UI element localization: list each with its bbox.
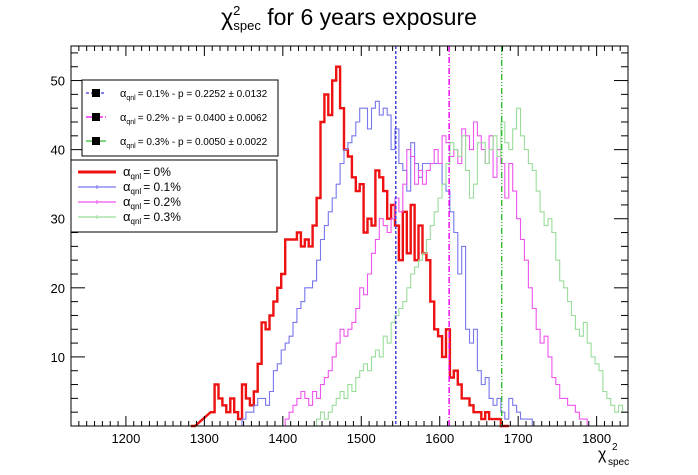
title-subscript: spec (233, 18, 261, 33)
series-legend-label-2: αqnl = 0.1% (123, 179, 181, 196)
y-tick-label: 40 (51, 143, 65, 158)
series-name: = 0% (143, 165, 171, 179)
pvalue-legend-box (81, 79, 279, 157)
alpha-symbol: α (120, 88, 127, 100)
y-tick-label: 10 (51, 350, 65, 365)
alpha-subscript: qnl (131, 187, 142, 196)
pvalue-legend-marker-1 (92, 89, 100, 97)
histogram-series-1 (191, 65, 509, 428)
alpha-subscript: qnl (126, 95, 136, 102)
pvalue-lines-group (395, 46, 503, 426)
series-name: = 0.3% (143, 210, 181, 224)
alpha-symbol: α (123, 194, 131, 209)
series-legend: αqnl = 0%αqnl = 0.1%αqnl = 0.2%αqnl = 0.3% (70, 159, 278, 233)
title-superscript: 2 (233, 3, 241, 18)
x-tick-label: 1500 (347, 431, 376, 446)
y-tick-label: 20 (51, 281, 65, 296)
series-legend-label-4: αqnl = 0.3% (123, 209, 181, 226)
chart-title: χ2spec for 6 years exposure (0, 3, 698, 33)
pvalue-legend-marker-2 (92, 113, 100, 121)
alpha-subscript: qnl (126, 119, 136, 126)
series-name: = 0.1% (143, 180, 181, 194)
x-tick-label: 1700 (504, 431, 533, 446)
pvalue-legend-label-3: αqnl = 0.3% - p = 0.0050 ± 0.0022 (120, 136, 268, 150)
alpha-subscript: qnl (131, 202, 142, 211)
pvalue-text: = 0.2% - p = 0.0400 ± 0.0062 (138, 113, 268, 124)
alpha-symbol: α (120, 112, 127, 124)
alpha-symbol: α (120, 136, 127, 148)
x-tick-label: 1300 (190, 431, 219, 446)
x-axis-title-symbol: χ (598, 446, 607, 463)
pvalue-text: = 0.3% - p = 0.0050 ± 0.0022 (138, 137, 268, 148)
pvalue-text: = 0.1% - p = 0.2252 ± 0.0132 (138, 89, 268, 100)
x-tick-label: 1800 (582, 431, 611, 446)
y-axis: 10 20 30 40 50 (51, 52, 628, 427)
alpha-subscript: qnl (126, 143, 136, 150)
y-tick-label: 30 (51, 212, 65, 227)
x-axis-title-subscript: spec (608, 457, 629, 468)
plot-frame (70, 45, 629, 427)
x-axis: 1200 1300 1400 1500 1600 1700 1800 (78, 46, 629, 446)
y-tick-label: 50 (51, 74, 65, 89)
title-symbol: χ (221, 4, 234, 30)
alpha-subscript: qnl (131, 217, 142, 226)
title-text: for 6 years exposure (267, 4, 477, 30)
pvalue-legend-marker-3 (92, 137, 100, 145)
series-legend-label-1: αqnl = 0% (123, 164, 171, 181)
x-tick-label: 1400 (268, 431, 297, 446)
histogram-series-group (191, 65, 627, 428)
alpha-subscript: qnl (131, 172, 142, 181)
alpha-symbol: α (123, 209, 131, 224)
histogram-series-3 (281, 121, 592, 427)
x-tick-label: 1600 (425, 431, 454, 446)
x-axis-title-superscript: 2 (612, 442, 618, 453)
pvalue-legend-label-2: αqnl = 0.2% - p = 0.0400 ± 0.0062 (120, 112, 268, 126)
alpha-symbol: α (123, 164, 131, 179)
histogram-series-4 (312, 107, 627, 427)
series-name: = 0.2% (143, 195, 181, 209)
pvalue-legend-label-1: αqnl = 0.1% - p = 0.2252 ± 0.0132 (120, 88, 268, 102)
series-legend-label-3: αqnl = 0.2% (123, 194, 181, 211)
x-axis-title: χ 2 spec (598, 442, 629, 468)
alpha-symbol: α (123, 179, 131, 194)
histogram-series-2 (238, 100, 541, 427)
x-tick-label: 1200 (111, 431, 140, 446)
